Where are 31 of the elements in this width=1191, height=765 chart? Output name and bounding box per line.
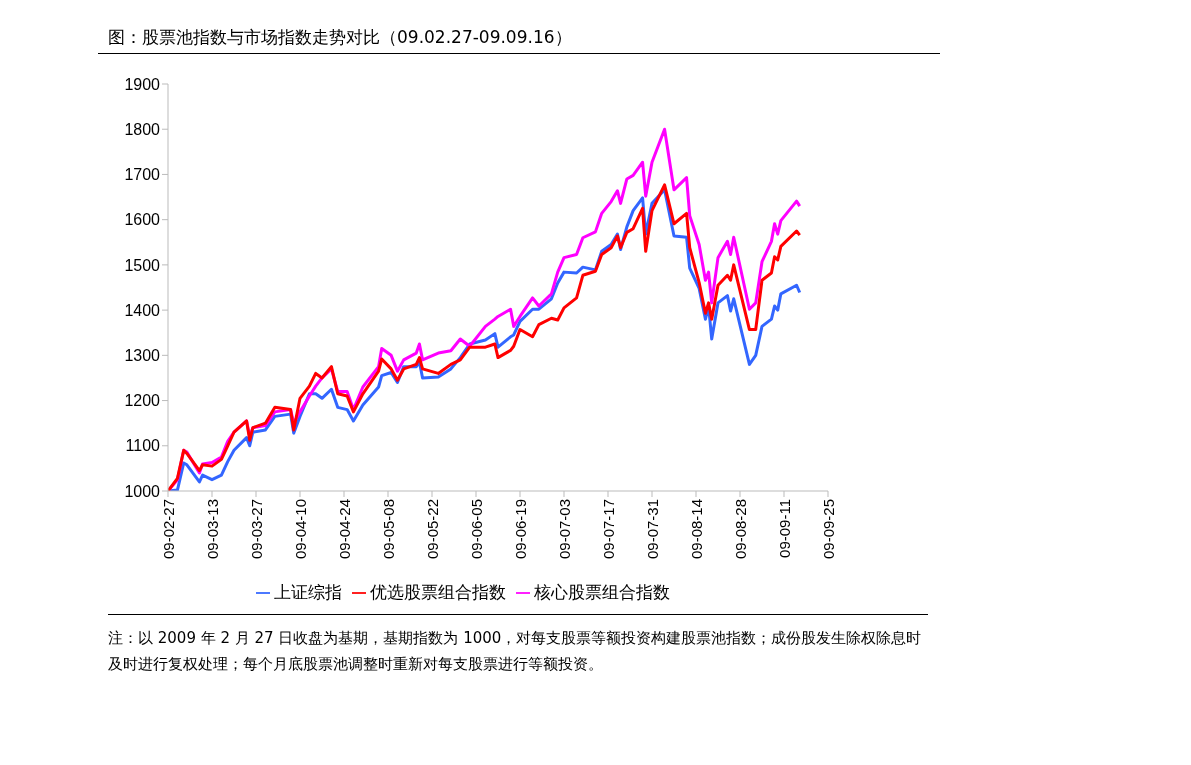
x-tick-label: 09-09-25 bbox=[819, 499, 837, 560]
legend-label: 优选股票组合指数 bbox=[370, 582, 506, 602]
x-tick-label: 09-03-13 bbox=[203, 499, 221, 560]
x-tick-label: 09-08-28 bbox=[731, 499, 749, 560]
x-tick-label: 09-05-08 bbox=[379, 499, 397, 560]
y-tick-label: 1700 bbox=[124, 166, 161, 184]
y-tick-label: 1300 bbox=[124, 347, 161, 365]
x-tick-label: 09-07-31 bbox=[643, 499, 661, 560]
x-tick-label: 09-04-24 bbox=[335, 499, 353, 560]
text: 注：以 2009 年 2 月 27 日收盘为基期，基期指数为 1000，对每支股票等额投资构建股票池指数；成份股发生除权除息时及时进行复权处理；每个月底股票池调整时重新对每支股票进行等额投资。 bbox=[108, 628, 923, 675]
chart-title: 图：股票池指数与市场指数走势对比（09.02.27-09.09.16） bbox=[98, 8, 940, 54]
x-tick-label: 09-07-03 bbox=[555, 499, 573, 560]
x-tick-label: 09-02-27 bbox=[159, 499, 177, 560]
y-tick-label: 1800 bbox=[124, 120, 161, 138]
x-tick-label: 09-08-14 bbox=[687, 499, 705, 560]
x-tick-label: 09-09-11 bbox=[775, 499, 793, 558]
y-tick-label: 1400 bbox=[124, 301, 161, 319]
x-tick-label: 09-04-10 bbox=[291, 499, 309, 560]
y-tick-label: 1100 bbox=[125, 437, 161, 455]
x-tick-label: 09-03-27 bbox=[247, 499, 265, 560]
y-tick-label: 1200 bbox=[124, 392, 161, 410]
y-tick-label: 1500 bbox=[124, 256, 161, 274]
y-tick-label: 1000 bbox=[124, 482, 161, 500]
y-tick-label: 1600 bbox=[124, 211, 161, 229]
legend-label: 核心股票组合指数 bbox=[534, 582, 670, 602]
y-tick-label: 1900 bbox=[124, 75, 161, 93]
x-tick-label: 09-06-05 bbox=[467, 499, 485, 560]
x-tick-label: 09-07-17 bbox=[599, 499, 617, 560]
x-tick-label: 09-05-22 bbox=[423, 499, 441, 560]
x-tick-label: 09-06-19 bbox=[511, 499, 529, 560]
legend-label: 上证综指 bbox=[274, 582, 342, 602]
